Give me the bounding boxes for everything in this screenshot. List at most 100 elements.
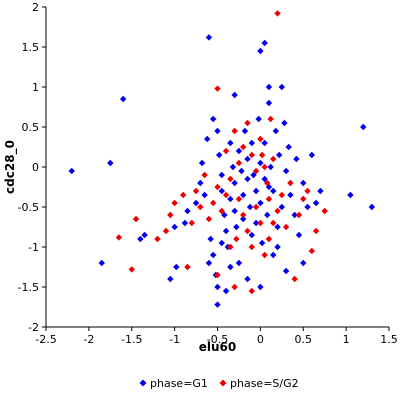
point-sg2: [227, 175, 234, 183]
point-g1: [207, 235, 214, 243]
point-g1: [261, 175, 268, 183]
point-g1: [68, 167, 75, 175]
point-sg2: [257, 219, 264, 227]
point-sg2: [248, 243, 255, 251]
point-g1: [167, 275, 174, 283]
point-sg2: [162, 227, 170, 235]
point-g1: [293, 155, 300, 163]
point-g1: [214, 283, 221, 291]
point-sg2: [214, 183, 221, 191]
point-g1: [252, 219, 260, 227]
point-g1: [192, 199, 200, 207]
point-g1: [240, 215, 247, 223]
point-g1: [267, 163, 274, 171]
point-g1: [222, 287, 230, 295]
point-g1: [265, 83, 273, 91]
point-g1: [141, 231, 148, 239]
point-sg2: [282, 223, 290, 231]
point-g1: [312, 199, 320, 207]
point-g1: [265, 99, 273, 107]
point-sg2: [270, 155, 277, 163]
point-sg2: [205, 215, 213, 223]
point-g1: [229, 163, 237, 171]
point-sg2: [264, 179, 271, 187]
point-sg2: [274, 10, 281, 17]
legend-label-sg2: phase=S/G2: [230, 377, 299, 390]
axes: [45, 7, 389, 328]
point-g1: [368, 203, 376, 211]
point-g1: [205, 34, 213, 41]
point-g1: [317, 187, 324, 195]
point-sg2: [197, 203, 204, 211]
point-g1: [107, 159, 114, 167]
point-g1: [231, 179, 238, 187]
point-g1: [240, 191, 247, 199]
y-tick-label: 2: [32, 1, 39, 14]
point-g1: [235, 147, 243, 155]
point-g1: [264, 211, 271, 219]
point-g1: [227, 263, 234, 271]
point-g1: [184, 207, 191, 215]
x-tick-label: -2: [83, 333, 94, 346]
x-tick-label: 1.5: [380, 333, 398, 346]
legend-marker-sg2: [219, 379, 227, 387]
point-g1: [244, 175, 251, 183]
point-g1: [119, 95, 127, 103]
y-tick-label: -1.5: [18, 281, 39, 294]
point-g1: [246, 203, 254, 211]
point-sg2: [115, 234, 123, 241]
data-points: [68, 10, 376, 308]
point-g1: [181, 219, 189, 227]
point-sg2: [278, 191, 286, 199]
point-sg2: [295, 211, 303, 219]
point-sg2: [304, 187, 311, 195]
point-sg2: [267, 115, 274, 123]
point-g1: [210, 251, 217, 259]
legend: phase=G1 phase=S/G2: [139, 377, 299, 390]
point-g1: [238, 167, 245, 175]
point-sg2: [248, 287, 255, 295]
point-g1: [197, 179, 204, 187]
point-sg2: [192, 187, 200, 195]
point-sg2: [180, 191, 187, 199]
point-g1: [270, 251, 277, 259]
point-g1: [233, 223, 240, 231]
x-tick-label: 0.5: [295, 333, 313, 346]
point-g1: [227, 195, 234, 203]
point-sg2: [258, 151, 266, 159]
point-sg2: [244, 227, 251, 235]
point-g1: [285, 143, 292, 151]
point-sg2: [265, 235, 273, 243]
point-sg2: [167, 211, 174, 219]
point-g1: [257, 47, 264, 55]
point-sg2: [287, 179, 294, 187]
point-sg2: [188, 219, 195, 227]
point-g1: [222, 227, 230, 235]
point-g1: [204, 135, 211, 143]
point-g1: [257, 283, 264, 291]
y-axis-ticks: -2 -1.5 -1 -0.5 0 0.5 1 1.5 2: [18, 1, 46, 334]
point-g1: [171, 223, 178, 231]
x-axis-title: elu60: [199, 340, 237, 354]
point-sg2: [240, 211, 247, 219]
point-g1: [173, 263, 180, 271]
point-g1: [248, 231, 255, 239]
point-sg2: [261, 251, 268, 259]
point-g1: [291, 211, 298, 219]
point-g1: [276, 151, 283, 159]
point-g1: [295, 231, 303, 239]
point-g1: [198, 159, 206, 167]
point-g1: [274, 243, 281, 251]
y-tick-label: 1.5: [22, 41, 40, 54]
point-sg2: [248, 151, 255, 159]
point-g1: [137, 235, 144, 243]
point-sg2: [210, 199, 217, 207]
point-sg2: [252, 167, 260, 175]
point-sg2: [218, 207, 225, 215]
point-sg2: [308, 247, 316, 255]
point-g1: [231, 91, 238, 99]
point-sg2: [244, 119, 251, 127]
point-g1: [261, 39, 268, 47]
point-g1: [98, 259, 105, 267]
x-tick-label: -2.5: [35, 333, 56, 346]
